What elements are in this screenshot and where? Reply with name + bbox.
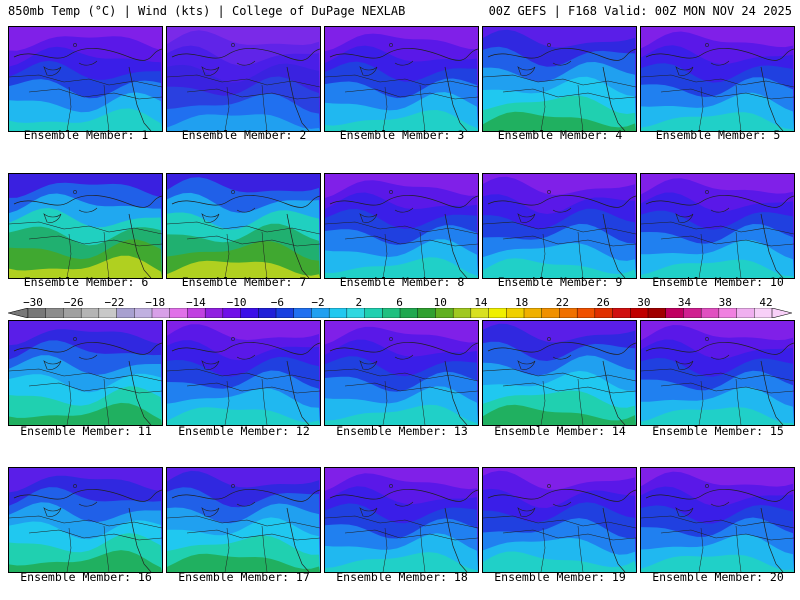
- colorbar-tick-label: −26: [63, 296, 84, 309]
- ensemble-map-panel: [640, 320, 795, 426]
- colorbar-tick-label: 14: [474, 296, 488, 309]
- ensemble-map-panel: [8, 26, 163, 132]
- ensemble-member-label: Ensemble Member: 10: [652, 275, 784, 289]
- ensemble-member-label: Ensemble Member: 5: [655, 128, 781, 142]
- ensemble-map-panel: [640, 26, 795, 132]
- ensemble-member-label: Ensemble Member: 15: [652, 424, 784, 438]
- ensemble-member-label: Ensemble Member: 9: [497, 275, 623, 289]
- colorbar-tick-label: 2: [355, 296, 363, 309]
- ensemble-member-label: Ensemble Member: 14: [494, 424, 626, 438]
- ensemble-map-panel: [8, 320, 163, 426]
- ensemble-map-panel: [482, 467, 637, 573]
- temperature-colorbar: [8, 308, 792, 318]
- ensemble-map-panel: [324, 467, 479, 573]
- ensemble-map-panel: [482, 320, 637, 426]
- ensemble-member-label: Ensemble Member: 19: [494, 570, 626, 584]
- ensemble-map-panel: [166, 173, 321, 279]
- ensemble-member-label: Ensemble Member: 11: [20, 424, 152, 438]
- colorbar-tick-label: 6: [396, 296, 403, 309]
- ensemble-member-label: Ensemble Member: 3: [339, 128, 465, 142]
- ensemble-map-panel: [324, 320, 479, 426]
- ensemble-map-panel: [640, 173, 795, 279]
- ensemble-member-label: Ensemble Member: 2: [181, 128, 307, 142]
- colorbar-tick-label: −14: [185, 296, 206, 309]
- colorbar-tick-label: 42: [759, 296, 773, 309]
- colorbar-tick-label: 30: [637, 296, 651, 309]
- ensemble-map-panel: [324, 173, 479, 279]
- ensemble-map-panel: [640, 467, 795, 573]
- ensemble-member-label: Ensemble Member: 20: [652, 570, 784, 584]
- ensemble-map-panel: [166, 467, 321, 573]
- ensemble-map-panel: [482, 173, 637, 279]
- ensemble-member-label: Ensemble Member: 17: [178, 570, 310, 584]
- ensemble-member-label: Ensemble Member: 8: [339, 275, 465, 289]
- colorbar-tick-label: 34: [677, 296, 692, 309]
- ensemble-map-panel: [166, 320, 321, 426]
- colorbar-tick-label: 22: [555, 296, 569, 309]
- ensemble-map-panel: [166, 26, 321, 132]
- ensemble-member-label: Ensemble Member: 6: [23, 275, 149, 289]
- ensemble-map-panel: [324, 26, 479, 132]
- chart-title-right: 00Z GEFS | F168 Valid: 00Z MON NOV 24 20…: [488, 4, 792, 18]
- ensemble-member-label: Ensemble Member: 16: [20, 570, 152, 584]
- chart-title-left: 850mb Temp (°C) | Wind (kts) | College o…: [8, 4, 406, 18]
- ensemble-map-panel: [482, 26, 637, 132]
- colorbar-tick-label: 18: [515, 296, 529, 309]
- colorbar-tick-label: 38: [718, 296, 732, 309]
- colorbar-tick-label: 10: [433, 296, 447, 309]
- ensemble-map-panel: [8, 173, 163, 279]
- colorbar-tick-labels: −30 −26 −22 −18 −14 −10 −6 −2 2 6 10 14 18 22 26 30 34 38…: [0, 296, 800, 309]
- ensemble-member-label: Ensemble Member: 4: [497, 128, 623, 142]
- colorbar-tick-label: −30: [23, 296, 43, 309]
- colorbar-tick-label: 26: [596, 296, 610, 309]
- colorbar-tick-label: −18: [145, 296, 166, 309]
- ensemble-map-panel: [8, 467, 163, 573]
- ensemble-member-label: Ensemble Member: 18: [336, 570, 468, 584]
- colorbar-tick-label: −22: [104, 296, 125, 309]
- colorbar-tick-label: −10: [226, 296, 247, 309]
- colorbar-tick-label: −2: [311, 296, 325, 309]
- ensemble-member-label: Ensemble Member: 13: [336, 424, 468, 438]
- ensemble-member-label: Ensemble Member: 1: [23, 128, 149, 142]
- ensemble-member-label: Ensemble Member: 7: [181, 275, 307, 289]
- colorbar-tick-label: −6: [270, 296, 284, 309]
- ensemble-member-label: Ensemble Member: 12: [178, 424, 310, 438]
